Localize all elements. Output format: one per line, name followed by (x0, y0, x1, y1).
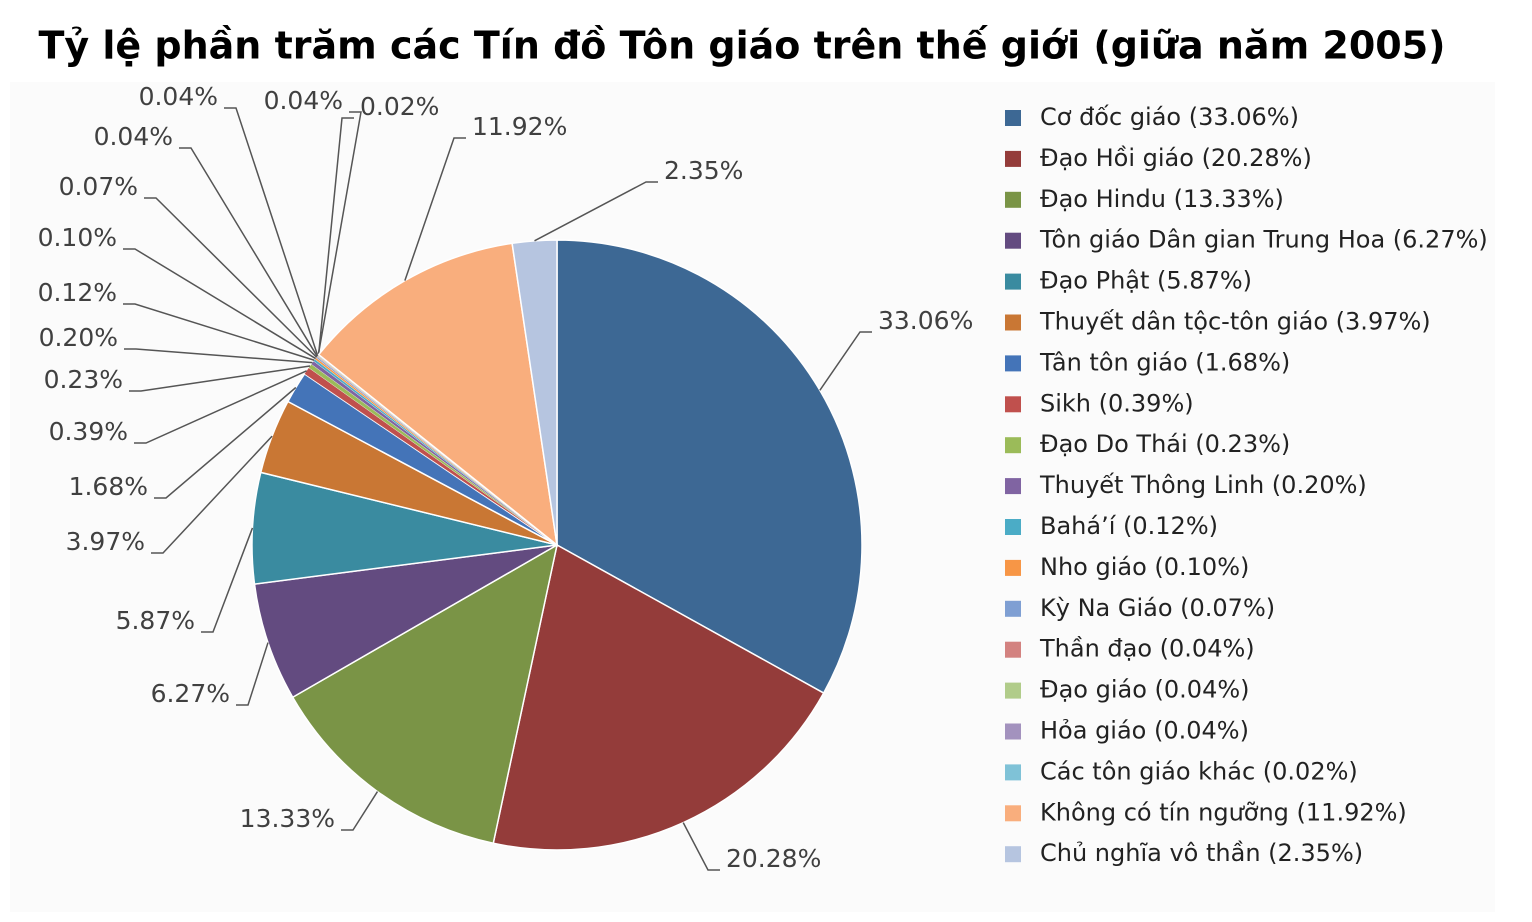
legend-swatch (1005, 600, 1021, 617)
data-label: 2.35% (664, 156, 743, 185)
leader-line (317, 111, 362, 356)
legend-label: Không có tín ngưỡng (11.92%) (1040, 798, 1407, 826)
legend-label: Hỏa giáo (0.04%) (1040, 717, 1249, 745)
leader-line (201, 527, 254, 633)
leader-line (129, 365, 311, 392)
legend-label: Thuyết dân tộc-tôn giáo (3.97%) (1039, 308, 1431, 336)
data-label: 0.02% (360, 92, 439, 121)
data-label: 0.39% (49, 417, 128, 446)
leader-line (124, 348, 313, 364)
data-label: 0.23% (44, 365, 123, 394)
legend-label: Đạo Phật (5.87%) (1040, 267, 1252, 295)
data-label: 13.33% (240, 804, 335, 833)
legend-swatch (1005, 764, 1021, 781)
leader-line (134, 370, 307, 444)
legend-label: Đạo giáo (0.04%) (1040, 676, 1250, 704)
leader-line (236, 642, 269, 706)
leader-line (179, 147, 318, 357)
legend-label: Chủ nghĩa vô thần (2.35%) (1040, 839, 1363, 867)
legend-label: Đạo Hindu (13.33%) (1040, 185, 1284, 213)
legend-swatch (1005, 682, 1021, 699)
legend-label: Kỳ Na Giáo (0.07%) (1040, 594, 1275, 622)
legend-swatch (1005, 110, 1021, 126)
legend-swatch (1005, 396, 1021, 413)
legend-swatch (1005, 641, 1021, 658)
legend-swatch (1005, 478, 1021, 495)
data-label: 5.87% (116, 606, 195, 635)
legend-swatch (1005, 519, 1021, 535)
leader-line (154, 386, 297, 499)
data-label: 0.12% (38, 278, 117, 307)
data-label: 3.97% (66, 527, 145, 556)
legend-swatch (1005, 846, 1021, 863)
leader-line (123, 248, 317, 360)
pie-slice (556, 239, 863, 695)
leader-line (123, 303, 315, 361)
data-label: 11.92% (472, 112, 567, 141)
legend-label: Thuyết Thông Linh (0.20%) (1039, 471, 1367, 499)
leader-line (151, 435, 273, 554)
legend-swatch (1005, 273, 1021, 290)
data-label: 0.10% (38, 223, 117, 252)
legend-swatch (1005, 559, 1021, 576)
leader-line (682, 822, 720, 871)
data-label: 0.07% (59, 172, 138, 201)
legend-swatch (1005, 314, 1021, 331)
pie-slice (291, 543, 559, 845)
pie-slice (253, 544, 558, 699)
leader-line (144, 197, 318, 358)
legend-swatch (1005, 150, 1021, 167)
chart-title: Tỷ lệ phần trăm các Tín đồ Tôn giáo trên… (38, 24, 1445, 68)
legend-label: Cơ đốc giáo (33.06%) (1040, 103, 1299, 131)
leader-line (317, 117, 354, 355)
data-label: 20.28% (726, 844, 821, 873)
legend-label: Thần đạo (0.04%) (1039, 635, 1255, 663)
data-label: 6.27% (151, 679, 230, 708)
data-label: 1.68% (69, 472, 148, 501)
data-label: 0.04% (94, 122, 173, 151)
data-label: 0.04% (264, 86, 343, 115)
legend-swatch (1005, 191, 1021, 208)
legend-label: Tân tôn giáo (1.68%) (1039, 348, 1290, 376)
legend-label: Sikh (0.39%) (1040, 389, 1194, 417)
legend-label: Tôn giáo Dân gian Trung Hoa (6.27%) (1039, 226, 1488, 254)
data-label: 33.06% (878, 306, 973, 335)
data-label: 0.04% (139, 82, 218, 111)
leader-line (404, 137, 466, 281)
leader-line (819, 331, 872, 391)
leader-line (534, 181, 658, 242)
data-label: 0.20% (39, 323, 118, 352)
legend-label: Đạo Do Thái (0.23%) (1040, 430, 1290, 458)
legend-swatch (1005, 232, 1021, 249)
legend-swatch (1005, 723, 1021, 740)
leader-line (341, 791, 379, 831)
legend-label: Các tôn giáo khác (0.02%) (1040, 757, 1358, 785)
legend-swatch (1005, 805, 1021, 822)
legend-label: Nho giáo (0.10%) (1040, 553, 1249, 581)
pie-slice (492, 543, 825, 851)
legend-label: Đạo Hồi giáo (20.28%) (1040, 144, 1312, 172)
leader-line (224, 107, 319, 357)
legend-swatch (1005, 437, 1021, 454)
legend-label: Bahá’í (0.12%) (1040, 512, 1218, 540)
legend-swatch (1005, 355, 1021, 372)
